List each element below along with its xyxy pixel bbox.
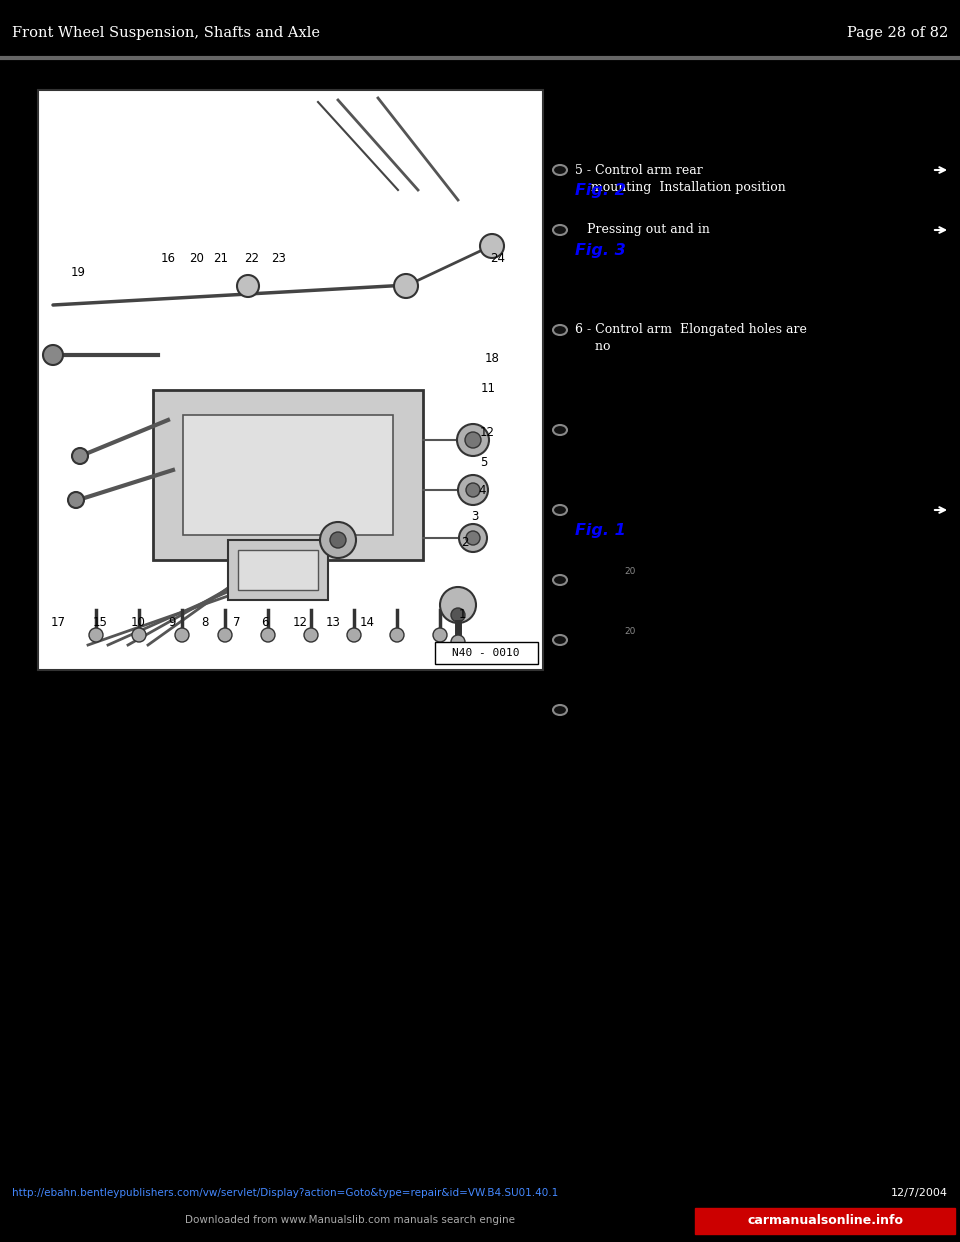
Text: Downloaded from www.Manualslib.com manuals search engine: Downloaded from www.Manualslib.com manua… <box>185 1215 515 1225</box>
Bar <box>183 415 393 535</box>
Circle shape <box>132 628 146 642</box>
Circle shape <box>89 628 103 642</box>
Text: 9: 9 <box>168 616 176 628</box>
Circle shape <box>237 274 259 297</box>
Text: 5: 5 <box>480 456 488 468</box>
Circle shape <box>261 628 275 642</box>
Circle shape <box>175 628 189 642</box>
Circle shape <box>72 448 88 465</box>
Text: 20: 20 <box>624 566 636 575</box>
Ellipse shape <box>553 225 567 235</box>
Circle shape <box>451 635 465 650</box>
Text: mounting  Installation position: mounting Installation position <box>575 180 785 194</box>
Bar <box>695 1208 955 1235</box>
Text: 7: 7 <box>233 616 241 628</box>
Ellipse shape <box>553 425 567 435</box>
Text: N40 - 0010: N40 - 0010 <box>452 648 519 658</box>
Ellipse shape <box>553 635 567 645</box>
Text: 10: 10 <box>131 616 145 628</box>
Text: 6 - Control arm  Elongated holes are: 6 - Control arm Elongated holes are <box>575 323 806 337</box>
Text: 5 - Control arm rear: 5 - Control arm rear <box>575 164 703 176</box>
Text: 12: 12 <box>479 426 494 438</box>
Circle shape <box>458 474 488 505</box>
Ellipse shape <box>553 165 567 175</box>
Text: 12: 12 <box>293 616 307 628</box>
Circle shape <box>43 345 63 365</box>
Text: 17: 17 <box>51 616 65 628</box>
Text: 18: 18 <box>485 351 499 364</box>
Text: 21: 21 <box>213 251 228 265</box>
Text: 24: 24 <box>491 251 506 265</box>
Text: Pressing out and in: Pressing out and in <box>575 224 709 236</box>
Circle shape <box>320 522 356 558</box>
Text: 8: 8 <box>202 616 208 628</box>
Ellipse shape <box>553 575 567 585</box>
Circle shape <box>465 432 481 448</box>
Circle shape <box>480 233 504 258</box>
Circle shape <box>218 628 232 642</box>
Text: http://ebahn.bentleypublishers.com/vw/servlet/Display?action=Goto&type=repair&id: http://ebahn.bentleypublishers.com/vw/se… <box>12 1189 559 1199</box>
Text: 15: 15 <box>92 616 108 628</box>
Text: 4: 4 <box>478 483 486 497</box>
Text: 13: 13 <box>325 616 341 628</box>
Text: 14: 14 <box>359 616 374 628</box>
Text: Fig. 1: Fig. 1 <box>575 523 626 538</box>
Bar <box>38 89 543 669</box>
Circle shape <box>440 587 476 623</box>
Text: Page 28 of 82: Page 28 of 82 <box>847 26 948 40</box>
Ellipse shape <box>553 325 567 335</box>
Text: no: no <box>575 340 611 354</box>
Text: Front Wheel Suspension, Shafts and Axle: Front Wheel Suspension, Shafts and Axle <box>12 26 320 40</box>
Circle shape <box>304 628 318 642</box>
Text: Fig. 3: Fig. 3 <box>575 242 626 257</box>
Circle shape <box>68 492 84 508</box>
Text: 2: 2 <box>461 537 468 549</box>
Circle shape <box>466 532 480 545</box>
Text: 3: 3 <box>471 509 479 523</box>
Circle shape <box>457 424 489 456</box>
Circle shape <box>459 524 487 551</box>
Circle shape <box>330 532 346 548</box>
Text: Fig. 2: Fig. 2 <box>575 183 626 197</box>
Text: 12/7/2004: 12/7/2004 <box>891 1189 948 1199</box>
Circle shape <box>433 628 447 642</box>
Ellipse shape <box>553 505 567 515</box>
Bar <box>238 550 318 590</box>
Circle shape <box>347 628 361 642</box>
Circle shape <box>466 483 480 497</box>
Bar <box>435 642 538 664</box>
Circle shape <box>394 274 418 298</box>
Text: 1: 1 <box>458 609 466 621</box>
Text: 23: 23 <box>272 251 286 265</box>
Ellipse shape <box>553 705 567 715</box>
Text: carmanualsonline.info: carmanualsonline.info <box>747 1215 903 1227</box>
Text: 19: 19 <box>70 266 85 278</box>
Text: 11: 11 <box>481 381 495 395</box>
Text: 22: 22 <box>245 251 259 265</box>
Text: 20: 20 <box>624 626 636 636</box>
Circle shape <box>390 628 404 642</box>
Circle shape <box>451 609 465 622</box>
Text: 6: 6 <box>261 616 269 628</box>
Bar <box>153 390 423 560</box>
Bar <box>228 540 328 600</box>
Text: 20: 20 <box>189 251 204 265</box>
Text: 16: 16 <box>160 251 176 265</box>
